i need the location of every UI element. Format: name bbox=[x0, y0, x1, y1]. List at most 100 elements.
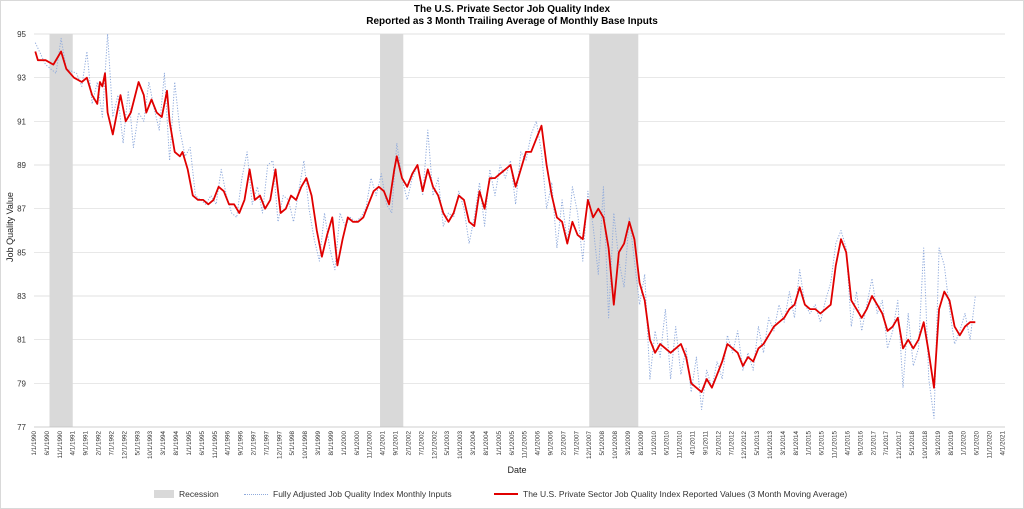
x-tick-label: 7/1/2017 bbox=[883, 431, 890, 456]
y-axis-label: Job Quality Value bbox=[5, 192, 15, 262]
x-tick-label: 5/1/2013 bbox=[754, 431, 761, 456]
x-tick-label: 10/1/2018 bbox=[922, 431, 929, 460]
chart-subtitle: Reported as 3 Month Trailing Average of … bbox=[366, 16, 658, 27]
x-tick-label: 7/1/1992 bbox=[108, 431, 115, 456]
x-tick-label: 12/1/2017 bbox=[896, 431, 903, 460]
x-tick-label: 1/1/1995 bbox=[186, 431, 193, 456]
y-tick-label: 77 bbox=[17, 423, 26, 432]
x-tick-label: 9/1/1996 bbox=[238, 431, 245, 456]
x-tick-label: 6/1/2015 bbox=[819, 431, 826, 456]
x-tick-label: 1/1/2000 bbox=[341, 431, 348, 456]
x-tick-label: 7/1/1997 bbox=[263, 431, 270, 456]
x-tick-label: 10/1/1993 bbox=[147, 431, 154, 460]
legend-label-moving-average: The U.S. Private Sector Job Quality Inde… bbox=[523, 489, 848, 499]
x-tick-label: 12/1/2002 bbox=[431, 431, 438, 460]
x-tick-label: 6/1/1995 bbox=[199, 431, 206, 456]
x-tick-label: 11/1/1995 bbox=[212, 431, 219, 459]
x-tick-label: 11/1/1990 bbox=[57, 431, 64, 459]
x-tick-label: 2/1/2002 bbox=[405, 431, 412, 456]
x-tick-label: 3/1/2019 bbox=[935, 431, 942, 456]
legend-swatch-monthly-inputs bbox=[244, 493, 268, 495]
x-tick-label: 9/1/2011 bbox=[702, 431, 709, 456]
x-tick-label: 10/1/2013 bbox=[767, 431, 774, 460]
x-tick-label: 2/1/2007 bbox=[560, 431, 567, 456]
x-tick-label: 1/1/2020 bbox=[961, 431, 968, 456]
x-axis-label: Date bbox=[507, 465, 526, 475]
y-tick-label: 83 bbox=[17, 292, 26, 301]
legend-label-recession: Recession bbox=[179, 489, 219, 499]
y-tick-label: 93 bbox=[17, 74, 26, 83]
x-tick-label: 4/1/2016 bbox=[844, 431, 851, 456]
legend-item-moving-average: The U.S. Private Sector Job Quality Inde… bbox=[494, 489, 847, 499]
x-tick-label: 1/1/1990 bbox=[31, 431, 38, 456]
x-tick-label: 2/1/2017 bbox=[870, 431, 877, 456]
x-tick-label: 5/1/1993 bbox=[134, 431, 141, 456]
x-tick-label: 5/1/2008 bbox=[599, 431, 606, 456]
x-tick-label: 8/1/1999 bbox=[328, 431, 335, 456]
series-lines bbox=[34, 33, 976, 419]
x-tick-label: 4/1/2006 bbox=[535, 431, 542, 456]
y-tick-label: 89 bbox=[17, 161, 26, 170]
y-tick-label: 81 bbox=[17, 336, 26, 345]
x-tick-label: 1/1/2005 bbox=[496, 431, 503, 456]
x-tick-label: 5/1/2003 bbox=[444, 431, 451, 456]
x-tick-label: 1/1/2015 bbox=[806, 431, 813, 456]
x-tick-label: 11/1/2005 bbox=[522, 431, 529, 459]
x-tick-label: 8/1/2019 bbox=[948, 431, 955, 456]
x-tick-label: 10/1/1998 bbox=[302, 431, 309, 460]
x-tick-label: 10/1/2003 bbox=[457, 431, 464, 460]
recession-band-2 bbox=[380, 34, 404, 427]
y-tick-label: 91 bbox=[17, 117, 26, 126]
x-tick-label: 3/1/1994 bbox=[160, 431, 167, 456]
recession-band-3 bbox=[589, 34, 639, 427]
legend-item-monthly-inputs: Fully Adjusted Job Quality Index Monthly… bbox=[244, 489, 452, 499]
x-tick-label: 6/1/2020 bbox=[974, 431, 981, 456]
recession-band-1 bbox=[49, 34, 73, 427]
x-tick-label: 5/1/2018 bbox=[909, 431, 916, 456]
x-tick-label: 9/1/2006 bbox=[547, 431, 554, 456]
legend: Recession Fully Adjusted Job Quality Ind… bbox=[0, 489, 1024, 505]
x-tick-label: 5/1/1998 bbox=[289, 431, 296, 456]
x-tick-label: 8/1/2004 bbox=[483, 431, 490, 456]
x-tick-label: 6/1/2010 bbox=[664, 431, 671, 456]
y-tick-label: 95 bbox=[17, 30, 26, 39]
x-tick-label: 8/1/2014 bbox=[793, 431, 800, 456]
x-tick-label: 6/1/2000 bbox=[354, 431, 361, 456]
x-tick-label: 10/1/2008 bbox=[612, 431, 619, 460]
x-tick-label: 8/1/2009 bbox=[638, 431, 645, 456]
x-tick-label: 3/1/2009 bbox=[625, 431, 632, 456]
series-monthly-inputs-line bbox=[34, 33, 976, 419]
x-tick-label: 7/1/2002 bbox=[418, 431, 425, 456]
x-tick-label: 1/1/2010 bbox=[651, 431, 658, 456]
x-tick-label: 7/1/2007 bbox=[573, 431, 580, 456]
x-tick-label: 11/1/2000 bbox=[367, 431, 374, 459]
x-tick-label: 9/1/2001 bbox=[393, 431, 400, 456]
x-tick-label: 12/1/1997 bbox=[276, 431, 283, 460]
y-tick-label: 87 bbox=[17, 205, 26, 214]
x-tick-label: 11/1/2010 bbox=[677, 431, 684, 459]
y-tick-label: 85 bbox=[17, 248, 26, 257]
recession-bands bbox=[49, 34, 639, 427]
x-tick-label: 4/1/2021 bbox=[999, 431, 1006, 456]
x-tick-label: 6/1/1990 bbox=[44, 431, 51, 456]
legend-label-monthly-inputs: Fully Adjusted Job Quality Index Monthly… bbox=[273, 489, 452, 499]
series-moving-average-line bbox=[34, 50, 976, 394]
y-tick-label: 79 bbox=[17, 379, 26, 388]
x-axis-ticks: 1/1/1990 6/1/1990 11/1/1990 4/1/1991 9/1/199… bbox=[31, 431, 1006, 460]
chart-title: The U.S. Private Sector Job Quality Inde… bbox=[413, 4, 611, 15]
x-tick-label: 11/1/2015 bbox=[832, 431, 839, 459]
legend-item-recession: Recession bbox=[154, 489, 219, 499]
legend-swatch-recession bbox=[154, 490, 174, 498]
x-tick-label: 4/1/2011 bbox=[690, 431, 697, 456]
x-tick-label: 12/1/2012 bbox=[741, 431, 748, 460]
x-tick-label: 9/1/2016 bbox=[857, 431, 864, 456]
x-tick-label: 12/1/2007 bbox=[586, 431, 593, 460]
x-tick-label: 3/1/2004 bbox=[470, 431, 477, 456]
x-tick-label: 8/1/1994 bbox=[173, 431, 180, 456]
x-tick-label: 9/1/1991 bbox=[83, 431, 90, 456]
legend-swatch-moving-average bbox=[494, 493, 518, 495]
x-tick-label: 2/1/2012 bbox=[715, 431, 722, 456]
y-axis-ticks: 77 79 81 83 85 87 89 91 93 95 bbox=[17, 30, 26, 432]
